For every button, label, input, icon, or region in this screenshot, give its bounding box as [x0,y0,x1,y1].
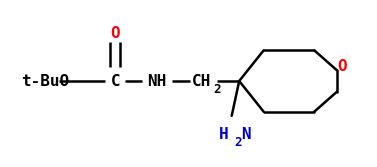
Text: CH: CH [192,73,211,89]
Text: O: O [338,59,347,74]
Text: C: C [110,73,120,89]
Text: H: H [219,127,229,141]
Text: 2: 2 [213,83,221,96]
Text: N: N [241,127,250,141]
Text: NH: NH [147,73,166,89]
Text: 2: 2 [235,136,242,149]
Text: t-BuO: t-BuO [21,73,69,89]
Text: O: O [110,26,120,41]
